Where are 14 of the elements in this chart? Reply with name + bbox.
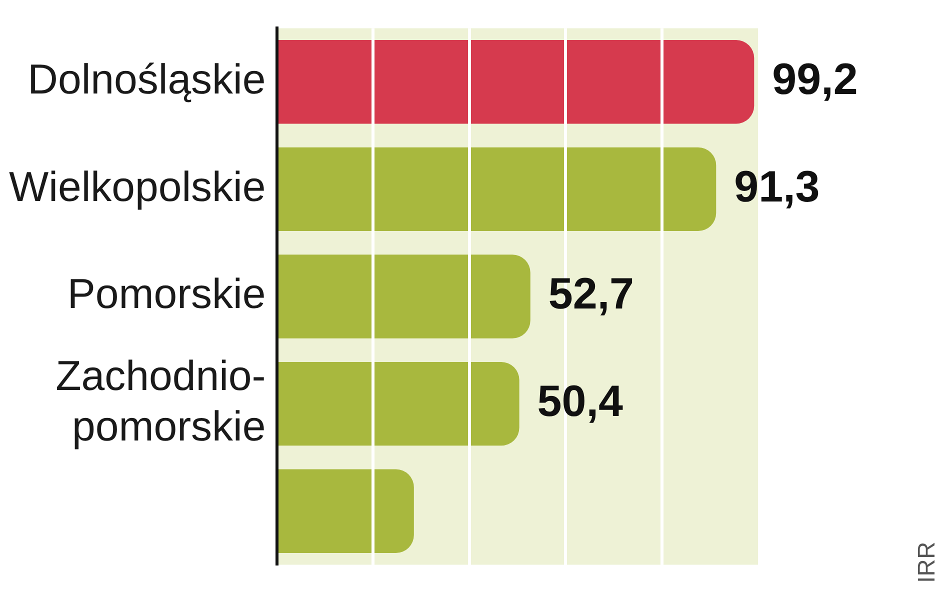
bar xyxy=(276,40,754,124)
y-tick-label: Wielkopolskie xyxy=(8,162,266,210)
bar xyxy=(276,254,530,338)
y-tick-label: Zachodnio-pomorskie xyxy=(56,352,266,450)
data-label: 50,4 xyxy=(537,376,624,426)
data-label: 52,7 xyxy=(548,270,634,319)
data-label: 91,3 xyxy=(734,162,820,212)
bar xyxy=(276,362,520,446)
bar xyxy=(276,469,414,553)
data-label: 99,2 xyxy=(772,55,858,104)
bar xyxy=(276,147,716,232)
text: IRR xyxy=(914,542,941,583)
y-tick-label: Dolnośląskie xyxy=(28,55,266,102)
y-tick-label: Pomorskie xyxy=(67,270,266,318)
